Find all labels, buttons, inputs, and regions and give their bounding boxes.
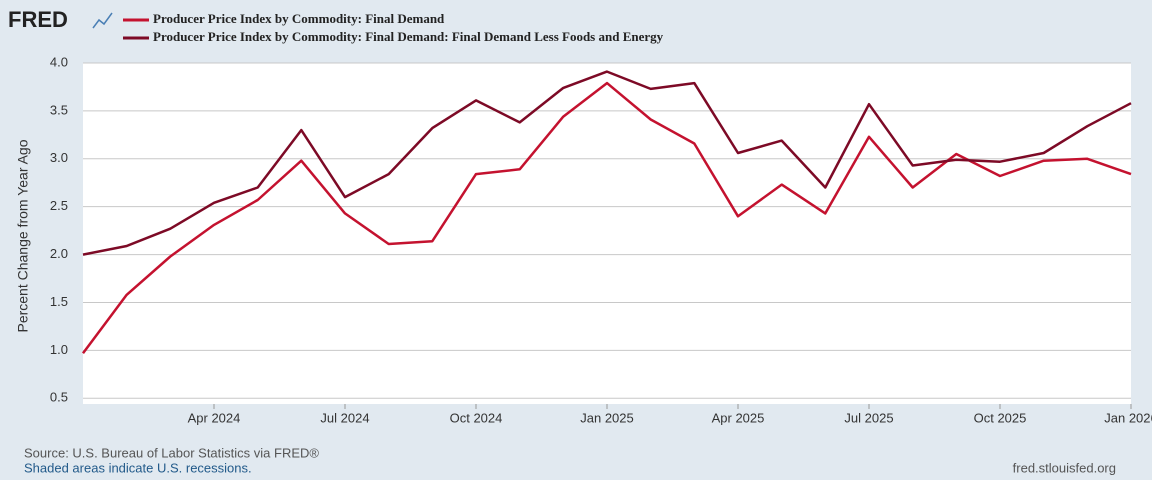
x-tick-label: Apr 2024 bbox=[188, 410, 241, 425]
lines bbox=[81, 70, 1132, 354]
x-tick-label: Jan 2026 bbox=[1104, 410, 1152, 425]
logo-icon bbox=[92, 12, 113, 29]
y-tick-label: 3.0 bbox=[50, 150, 68, 165]
x-tick-label: Oct 2024 bbox=[450, 410, 503, 425]
x-tick-label: Jul 2025 bbox=[844, 410, 893, 425]
y-tick-label: 2.5 bbox=[50, 198, 68, 213]
x-tick-label: Oct 2025 bbox=[974, 410, 1027, 425]
x-tick-label: Apr 2025 bbox=[712, 410, 765, 425]
x-tick-label: Jan 2025 bbox=[580, 410, 634, 425]
series-line bbox=[82, 70, 1132, 256]
y-tick-label: 2.0 bbox=[50, 246, 68, 261]
source: Source: U.S. Bureau of Labor Statistics … bbox=[24, 445, 319, 460]
y-tick-label: 1.0 bbox=[50, 342, 68, 357]
x-tick-label: Jul 2024 bbox=[320, 410, 369, 425]
grid bbox=[83, 62, 1132, 409]
note: Shaded areas indicate U.S. recessions. bbox=[24, 460, 252, 475]
y-tick-label: 4.0 bbox=[50, 54, 68, 69]
legend-label: Producer Price Index by Commodity: Final… bbox=[153, 29, 664, 44]
site: fred.stlouisfed.org bbox=[1013, 460, 1116, 475]
y-axis-label: Percent Change from Year Ago bbox=[15, 139, 31, 332]
y-tick-label: 0.5 bbox=[50, 390, 68, 405]
y-tick-label: 3.5 bbox=[50, 102, 68, 117]
logo: FRED bbox=[8, 7, 68, 32]
legend: Producer Price Index by Commodity: Final… bbox=[123, 11, 664, 44]
plot-area bbox=[83, 63, 1131, 404]
y-tick-label: 1.5 bbox=[50, 294, 68, 309]
legend-label: Producer Price Index by Commodity: Final… bbox=[153, 11, 445, 26]
series-line bbox=[81, 81, 1132, 354]
